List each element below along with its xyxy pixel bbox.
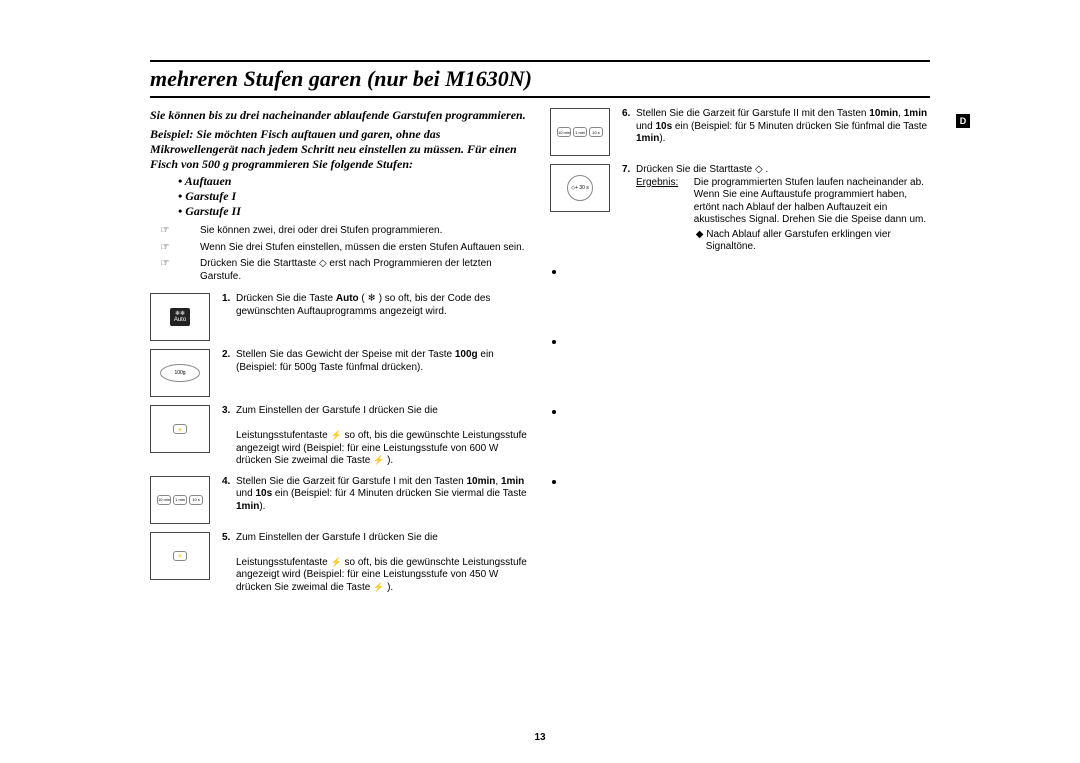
example-text: Beispiel: Sie möchten Fisch auftauen und… xyxy=(150,127,530,172)
power-button-icon: ⚡ xyxy=(150,532,210,580)
intro-text: Sie können bis zu drei nacheinander abla… xyxy=(150,108,530,123)
step-text: Zum Einstellen der Garstufe I drücken Si… xyxy=(236,532,530,595)
step-text: Stellen Sie die Garzeit für Garstufe I m… xyxy=(236,476,530,514)
step-text: Drücken Sie die Starttaste ◇ . Ergebnis:… xyxy=(636,164,930,254)
two-column-layout: Sie können bis zu drei nacheinander abla… xyxy=(150,108,930,602)
result-label: Ergebnis: xyxy=(636,177,691,190)
step-row: 10 min 1 min 10 s 4. Stellen Sie die Gar… xyxy=(150,476,530,524)
step-text: Zum Einstellen der Garstufe I drücken Si… xyxy=(236,405,530,468)
step-number: 6. xyxy=(622,108,636,121)
stage-bullets: Auftauen Garstufe I Garstufe II xyxy=(150,174,530,219)
manual-page: mehreren Stufen garen (nur bei M1630N) S… xyxy=(150,60,930,602)
time-buttons-icon: 10 min 1 min 10 s xyxy=(150,476,210,524)
left-column: Sie können bis zu drei nacheinander abla… xyxy=(150,108,530,602)
step-number: 2. xyxy=(222,349,236,362)
step-row: ◇+ 30 s 7. Drücken Sie die Starttaste ◇ … xyxy=(550,164,930,254)
note-icon: ☞ xyxy=(150,242,180,255)
result-body: Die programmierten Stufen laufen nachein… xyxy=(694,177,928,254)
stage-item: Garstufe II xyxy=(178,204,530,219)
stage-item: Auftauen xyxy=(178,174,530,189)
page-number: 13 xyxy=(0,732,1080,743)
step-row: 100g 2. Stellen Sie das Gewicht der Spei… xyxy=(150,349,530,397)
note-text: Wenn Sie drei Stufen einstellen, müssen … xyxy=(180,242,530,255)
note-row: ☞ Wenn Sie drei Stufen einstellen, müsse… xyxy=(150,242,530,255)
step-row: 10 min 1 min 10 s 6. Stellen Sie die Gar… xyxy=(550,108,930,156)
step-number: 5. xyxy=(222,532,236,545)
time-buttons-icon: 10 min 1 min 10 s xyxy=(550,108,610,156)
note-text: Drücken Sie die Starttaste ◇ erst nach P… xyxy=(180,258,530,283)
note-text: Sie können zwei, drei oder drei Stufen p… xyxy=(180,225,530,238)
weight-button-icon: 100g xyxy=(150,349,210,397)
step-number: 4. xyxy=(222,476,236,489)
margin-dots xyxy=(552,270,558,550)
start-button-icon: ◇+ 30 s xyxy=(550,164,610,212)
language-tab: D xyxy=(956,114,970,128)
note-row: ☞ Drücken Sie die Starttaste ◇ erst nach… xyxy=(150,258,530,283)
step-text: Drücken Sie die Taste Auto ( ❄ ) so oft,… xyxy=(236,293,530,318)
step-text: Stellen Sie die Garzeit für Garstufe II … xyxy=(636,108,930,146)
note-row: ☞ Sie können zwei, drei oder drei Stufen… xyxy=(150,225,530,238)
step-row: ❄❄Auto 1. Drücken Sie die Taste Auto ( ❄… xyxy=(150,293,530,341)
power-button-icon: ⚡ xyxy=(150,405,210,453)
step-text: Stellen Sie das Gewicht der Speise mit d… xyxy=(236,349,530,374)
note-icon: ☞ xyxy=(150,258,180,283)
page-title: mehreren Stufen garen (nur bei M1630N) xyxy=(150,64,930,94)
step-number: 3. xyxy=(222,405,236,418)
step-number: 7. xyxy=(622,164,636,177)
result-bullet: ◆ Nach Ablauf aller Garstufen erklingen … xyxy=(694,229,928,254)
stage-item: Garstufe I xyxy=(178,189,530,204)
step-number: 1. xyxy=(222,293,236,306)
step-row: ⚡ 3. Zum Einstellen der Garstufe I drück… xyxy=(150,405,530,468)
step-row: ⚡ 5. Zum Einstellen der Garstufe I drück… xyxy=(150,532,530,595)
auto-button-icon: ❄❄Auto xyxy=(150,293,210,341)
right-column: 10 min 1 min 10 s 6. Stellen Sie die Gar… xyxy=(550,108,930,602)
note-icon: ☞ xyxy=(150,225,180,238)
title-rule: mehreren Stufen garen (nur bei M1630N) xyxy=(150,60,930,98)
